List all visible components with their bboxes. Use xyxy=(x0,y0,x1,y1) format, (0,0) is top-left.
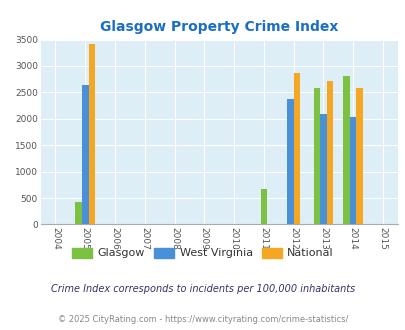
Bar xyxy=(88,44,95,224)
Legend: Glasgow, West Virginia, National: Glasgow, West Virginia, National xyxy=(68,243,337,263)
Bar xyxy=(293,73,299,224)
Bar xyxy=(349,117,356,224)
Bar xyxy=(326,81,333,224)
Bar xyxy=(75,202,82,224)
Text: © 2025 CityRating.com - https://www.cityrating.com/crime-statistics/: © 2025 CityRating.com - https://www.city… xyxy=(58,315,347,324)
Bar xyxy=(82,85,88,224)
Title: Glasgow Property Crime Index: Glasgow Property Crime Index xyxy=(100,20,338,34)
Text: Crime Index corresponds to incidents per 100,000 inhabitants: Crime Index corresponds to incidents per… xyxy=(51,284,354,294)
Bar xyxy=(356,88,362,224)
Bar xyxy=(313,88,320,224)
Bar xyxy=(260,189,266,224)
Bar xyxy=(320,114,326,224)
Bar xyxy=(286,99,293,224)
Bar xyxy=(343,76,349,224)
